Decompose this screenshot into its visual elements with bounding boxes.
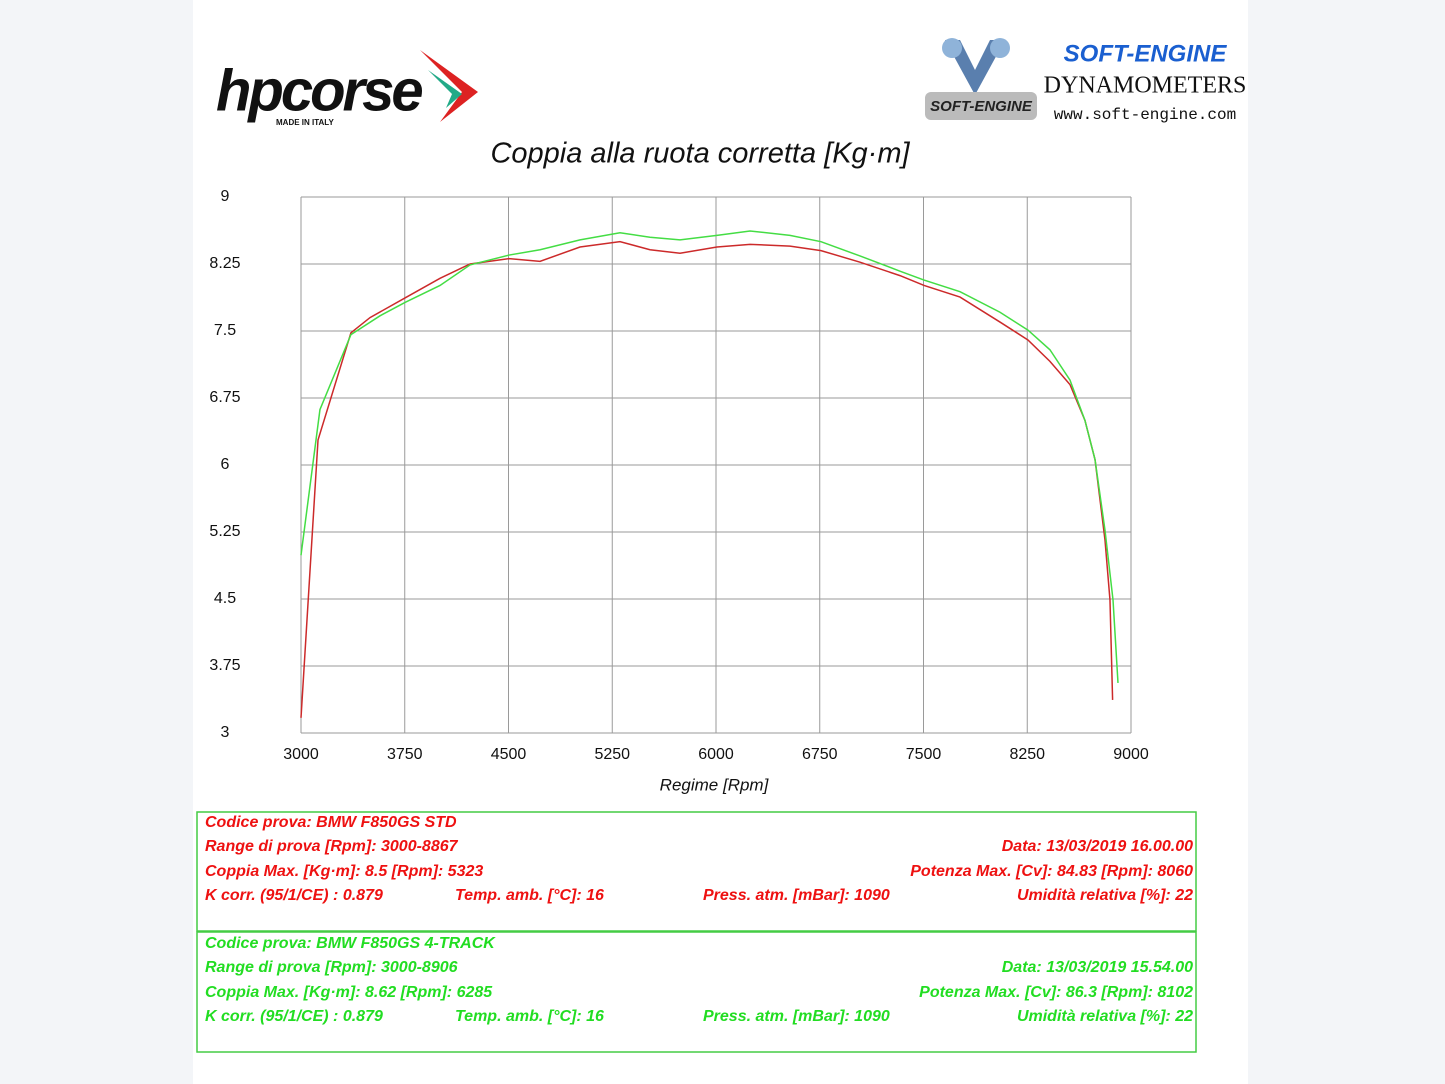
chart-title: Coppia alla ruota corretta [Kg·m] bbox=[490, 138, 910, 170]
test-temp: Temp. amb. [°C]: 16 bbox=[455, 887, 604, 904]
torque-line bbox=[300, 240, 1114, 718]
test-date: Data: 13/03/2019 15.54.00 bbox=[1002, 959, 1193, 976]
hpcorse-logo: hpcorse MADE IN ITALY bbox=[216, 50, 478, 127]
x-tick-label: 5250 bbox=[594, 746, 630, 763]
x-tick-label: 6000 bbox=[698, 746, 734, 763]
x-tick-label: 8250 bbox=[1009, 746, 1045, 763]
y-tick-label: 3 bbox=[221, 724, 230, 741]
sheet-background bbox=[193, 0, 1248, 1084]
test-humidity: Umidità relativa [%]: 22 bbox=[1017, 1008, 1193, 1025]
test-kcorr: K corr. (95/1/CE) : 0.879 bbox=[205, 1008, 383, 1025]
dyno-url: www.soft-engine.com bbox=[1054, 106, 1236, 124]
brand-name: hpcorse bbox=[216, 58, 422, 123]
y-tick-label: 4.5 bbox=[214, 590, 236, 607]
piston-right bbox=[990, 38, 1010, 58]
x-tick-label: 3000 bbox=[283, 746, 319, 763]
y-tick-label: 6 bbox=[221, 456, 230, 473]
dyno-badge: SOFT-ENGINE bbox=[930, 98, 1033, 115]
y-tick-label: 5.25 bbox=[209, 523, 240, 540]
y-tick-label: 8.25 bbox=[209, 255, 240, 272]
logo-swoosh-green bbox=[428, 70, 462, 108]
test-range: Range di prova [Rpm]: 3000-8906 bbox=[205, 959, 458, 976]
dyno-logo: SOFT-ENGINE bbox=[1064, 40, 1228, 67]
test-temp: Temp. amb. [°C]: 16 bbox=[455, 1008, 604, 1025]
x-tick-label: 4500 bbox=[491, 746, 527, 763]
test-code: Codice prova: BMW F850GS 4-TRACK bbox=[205, 935, 496, 952]
x-tick-label: 7500 bbox=[906, 746, 942, 763]
test-power: Potenza Max. [Cv]: 84.83 [Rpm]: 8060 bbox=[910, 863, 1193, 880]
x-tick-label: 9000 bbox=[1113, 746, 1149, 763]
y-tick-label: 9 bbox=[221, 188, 230, 205]
test-pressure: Press. atm. [mBar]: 1090 bbox=[703, 887, 890, 904]
y-tick-label: 7.5 bbox=[214, 322, 236, 339]
test-humidity: Umidità relativa [%]: 22 bbox=[1017, 887, 1193, 904]
soft-engine-logo: SOFT-ENGINE SOFT-ENGINE DYNAMOMETERS www… bbox=[925, 38, 1246, 124]
x-axis-label: Regime [Rpm] bbox=[660, 775, 770, 794]
torque-line bbox=[300, 230, 1119, 684]
y-tick-label: 3.75 bbox=[209, 657, 240, 674]
test-range: Range di prova [Rpm]: 3000-8867 bbox=[205, 838, 459, 855]
x-tick-label: 3750 bbox=[387, 746, 423, 763]
badge-background bbox=[925, 92, 1037, 120]
piston-left bbox=[942, 38, 962, 58]
logo-swoosh-red bbox=[420, 50, 478, 122]
x-tick-label: 6750 bbox=[802, 746, 838, 763]
test-power: Potenza Max. [Cv]: 86.3 [Rpm]: 8102 bbox=[919, 984, 1193, 1001]
test-torque: Coppia Max. [Kg·m]: 8.5 [Rpm]: 5323 bbox=[205, 863, 483, 880]
plot: 3 3.75 4.5 5.25 6 6.75 7.5 8.25 9 3000 3750 4500 525… bbox=[209, 188, 1148, 763]
dyno-title: DYNAMOMETERS bbox=[1044, 73, 1247, 99]
test-box bbox=[196, 931, 1197, 1053]
test-kcorr: K corr. (95/1/CE) : 0.879 bbox=[205, 887, 383, 904]
test-code: Codice prova: BMW F850GS STD bbox=[205, 814, 457, 831]
brand-tagline: MADE IN ITALY bbox=[276, 118, 334, 127]
y-tick-label: 6.75 bbox=[209, 389, 240, 406]
test-date: Data: 13/03/2019 16.00.00 bbox=[1002, 838, 1193, 855]
test-box bbox=[196, 811, 1197, 932]
test-torque: Coppia Max. [Kg·m]: 8.62 [Rpm]: 6285 bbox=[205, 984, 493, 1001]
test-pressure: Press. atm. [mBar]: 1090 bbox=[703, 1008, 890, 1025]
